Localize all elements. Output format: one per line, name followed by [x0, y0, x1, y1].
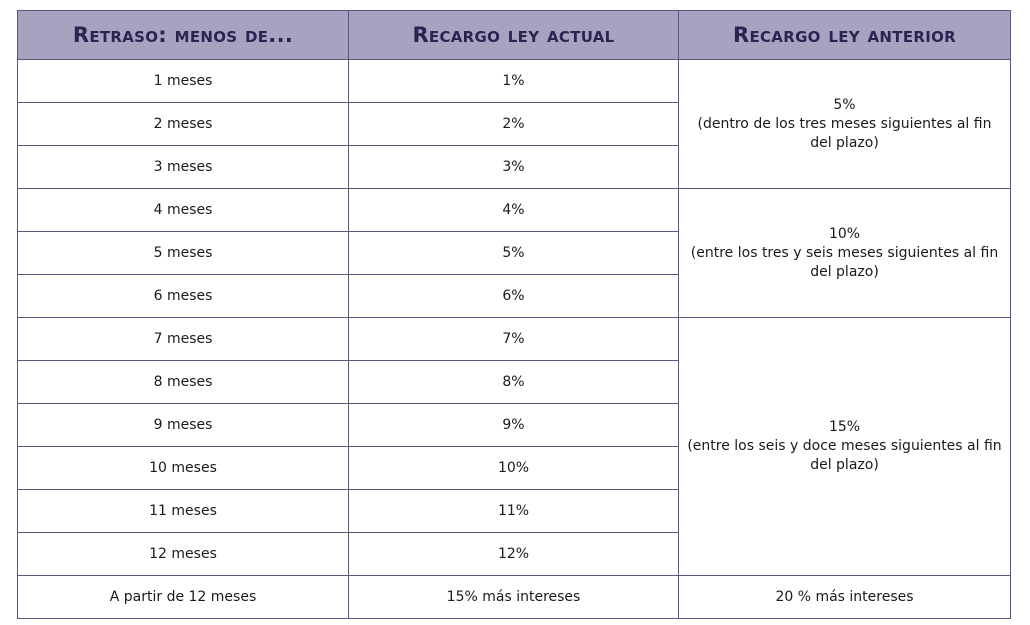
- header-delay: Retraso: menos de...: [17, 10, 349, 60]
- table-row: 3 meses 3%: [17, 145, 1011, 189]
- previous-surcharge-value: 10%: [828, 225, 861, 242]
- previous-surcharge-group: 15% (entre los seis y doce meses siguien…: [678, 317, 1011, 576]
- current-surcharge-cell: 1%: [348, 59, 679, 103]
- current-surcharge-cell: 6%: [348, 274, 679, 318]
- delay-cell: 8 meses: [17, 360, 349, 404]
- table-row: 10 meses 10%: [17, 446, 1011, 490]
- final-row: A partir de 12 meses 15% más intereses 2…: [17, 575, 1011, 619]
- current-surcharge-cell: 2%: [348, 102, 679, 146]
- previous-surcharge-note: (entre los tres y seis meses siguientes …: [690, 244, 999, 280]
- current-surcharge-cell: 11%: [348, 489, 679, 533]
- previous-surcharge-group: 5% (dentro de los tres meses siguientes …: [678, 59, 1011, 189]
- table-row: 7 meses 7% 15% (entre los seis y doce me…: [17, 317, 1011, 576]
- previous-surcharge-note: (entre los seis y doce meses siguientes …: [687, 438, 1002, 473]
- header-previous-law: Recargo ley anterior: [678, 10, 1011, 60]
- current-surcharge-cell: 12%: [348, 532, 679, 576]
- delay-cell: 1 meses: [17, 59, 349, 103]
- delay-cell: 11 meses: [17, 489, 349, 533]
- table-row: 9 meses 9%: [17, 403, 1011, 447]
- delay-cell: 5 meses: [17, 231, 349, 275]
- current-surcharge-cell: 5%: [348, 231, 679, 275]
- delay-cell: 6 meses: [17, 274, 349, 318]
- table-row: 11 meses 11%: [17, 489, 1011, 533]
- previous-surcharge-group: 10% (entre los tres y seis meses siguien…: [678, 188, 1011, 318]
- surcharge-table: Retraso: menos de... Recargo ley actual …: [17, 10, 1011, 619]
- previous-surcharge-cell: 20 % más intereses: [678, 575, 1011, 619]
- table-row: 6 meses 6%: [17, 274, 1011, 318]
- table-row: 1 meses 1% 5% (dentro de los tres meses …: [17, 59, 1011, 189]
- table-row: 8 meses 8%: [17, 360, 1011, 404]
- table-row: 2 meses 2%: [17, 102, 1011, 146]
- delay-cell: 2 meses: [17, 102, 349, 146]
- table-row: 5 meses 5%: [17, 231, 1011, 275]
- delay-cell: 12 meses: [17, 532, 349, 576]
- previous-surcharge-note: (dentro de los tres meses siguientes al …: [697, 115, 992, 151]
- current-surcharge-cell: 9%: [348, 403, 679, 447]
- header-current-law: Recargo ley actual: [348, 10, 679, 60]
- current-surcharge-cell: 10%: [348, 446, 679, 490]
- current-surcharge-cell: 4%: [348, 188, 679, 232]
- current-surcharge-cell: 8%: [348, 360, 679, 404]
- current-surcharge-cell: 7%: [348, 317, 679, 361]
- table-row: 12 meses 12%: [17, 532, 1011, 576]
- delay-cell: A partir de 12 meses: [17, 575, 349, 619]
- previous-surcharge-value: 5%: [833, 96, 856, 113]
- delay-cell: 4 meses: [17, 188, 349, 232]
- delay-cell: 3 meses: [17, 145, 349, 189]
- current-surcharge-cell: 15% más intereses: [348, 575, 679, 619]
- delay-cell: 10 meses: [17, 446, 349, 490]
- table-row: 4 meses 4% 10% (entre los tres y seis me…: [17, 188, 1011, 318]
- previous-surcharge-value: 15%: [828, 419, 861, 435]
- current-surcharge-cell: 3%: [348, 145, 679, 189]
- delay-cell: 7 meses: [17, 317, 349, 361]
- header-row: Retraso: menos de... Recargo ley actual …: [17, 10, 1011, 60]
- delay-cell: 9 meses: [17, 403, 349, 447]
